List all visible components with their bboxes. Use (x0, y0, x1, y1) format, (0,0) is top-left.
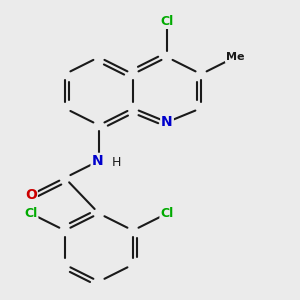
Text: O: O (25, 188, 37, 202)
Text: Me: Me (226, 52, 244, 62)
Text: N: N (161, 115, 173, 129)
Text: Cl: Cl (160, 15, 174, 28)
Text: H: H (111, 156, 121, 169)
Text: N: N (92, 154, 103, 168)
Text: Cl: Cl (24, 207, 38, 220)
Text: Cl: Cl (160, 207, 174, 220)
